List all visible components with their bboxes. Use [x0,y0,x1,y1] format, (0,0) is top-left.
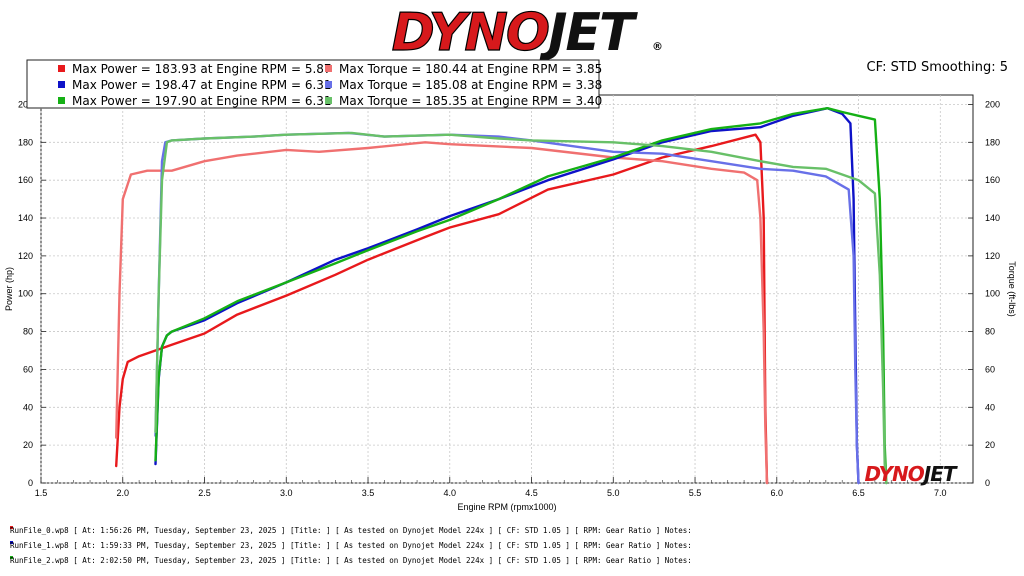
y2-tick-label: 120 [985,251,1000,261]
y2-axis-label: Torque (ft-lbs) [1007,261,1017,317]
run-file-line: RunFile_1.wp8 [ At: 1:59:33 PM, Tuesday,… [10,541,692,550]
y-tick-label: 80 [23,327,33,337]
x-tick-label: 1.5 [35,488,48,498]
watermark-logo: DYNOJET [864,462,958,486]
x-tick-label: 3.0 [280,488,293,498]
y-axis-ticks: 0 20 40 60 80 100 120 140 160 180 200 [18,99,46,488]
y-tick-label: 100 [18,289,33,299]
y2-tick-label: 200 [985,99,1000,109]
legend-torque-text: Max Torque = 185.08 at Engine RPM = 3.38 [339,78,602,92]
watermark-part1: DYNO [864,462,924,486]
run-color-marker [10,541,13,544]
series-run0-torque [114,141,769,485]
y-tick-label: 200 [18,99,33,109]
svg-text:DYNOJET: DYNOJET [392,3,638,63]
y-tick-label: 40 [23,402,33,412]
legend-power-swatch [58,65,65,72]
legend-power-text: Max Power = 183.93 at Engine RPM = 5.87 [72,62,332,76]
x-axis-ticks: 1.5 2.0 2.5 3.0 3.5 4.0 4.5 5.0 5.5 6.0 6.5 7.0 [35,477,947,498]
legend-power-text: Max Power = 198.47 at Engine RPM = 6.31 [72,78,332,92]
registered-mark: ® [652,40,663,53]
x-tick-label: 5.0 [607,488,620,498]
legend-torque-text: Max Torque = 185.35 at Engine RPM = 3.40 [339,94,602,108]
y-tick-label: 140 [18,213,33,223]
svg-text:DYNOJET: DYNOJET [864,462,957,486]
brand-logo: DYNOJET ® [391,2,663,63]
legend-torque-swatch [325,97,332,104]
y2-tick-label: 20 [985,440,995,450]
legend: Max Power = 183.93 at Engine RPM = 5.87 M… [26,59,602,109]
x-tick-label: 2.5 [198,488,211,498]
y2-tick-label: 60 [985,364,995,374]
legend-torque-swatch [325,81,332,88]
x-tick-label: 2.0 [116,488,129,498]
cf-smoothing-label: CF: STD Smoothing: 5 [867,60,1008,75]
legend-torque-swatch [325,65,332,72]
x-tick-label: 6.5 [852,488,865,498]
y2-tick-label: 40 [985,402,995,412]
y-tick-label: 120 [18,251,33,261]
y-tick-label: 0 [28,478,33,488]
y2-tick-label: 180 [985,137,1000,147]
y2-tick-label: 160 [985,175,1000,185]
run-color-marker [10,526,13,529]
gridlines [40,95,973,484]
brand-logo-part1: DYNO [392,3,549,63]
run-color-marker [10,556,13,559]
legend-power-swatch [58,81,65,88]
y2-axis-ticks: 0 20 40 60 80 100 120 140 160 180 200 [968,99,1000,488]
series-group [114,106,888,485]
run-file-info: RunFile_0.wp8 [ At: 1:56:26 PM, Tuesday,… [10,526,692,565]
series-run0-power [114,133,769,485]
series-run2-torque [154,131,888,485]
y2-tick-label: 0 [985,478,990,488]
y-tick-label: 180 [18,137,33,147]
x-tick-label: 6.0 [771,488,784,498]
y-tick-label: 60 [23,364,33,374]
y-tick-label: 20 [23,440,33,450]
y-axis-label: Power (hp) [4,267,14,311]
series-run2-power [154,106,888,485]
y-tick-label: 160 [18,175,33,185]
run-file-line: RunFile_0.wp8 [ At: 1:56:26 PM, Tuesday,… [10,526,692,535]
y2-tick-label: 100 [985,289,1000,299]
x-tick-label: 4.5 [525,488,538,498]
legend-power-swatch [58,97,65,104]
x-tick-label: 7.0 [934,488,947,498]
run-file-line: RunFile_2.wp8 [ At: 2:02:50 PM, Tuesday,… [10,556,692,565]
watermark-part2: JET [920,462,958,486]
x-tick-label: 4.0 [444,488,457,498]
legend-power-text: Max Power = 197.90 at Engine RPM = 6.31 [72,94,332,108]
y2-tick-label: 140 [985,213,1000,223]
x-axis-label: Engine RPM (rpmx1000) [457,502,556,512]
brand-logo-part2: JET [539,3,638,63]
x-tick-label: 3.5 [362,488,375,498]
plot-background [40,94,974,484]
x-tick-label: 5.5 [689,488,702,498]
y2-tick-label: 80 [985,327,995,337]
legend-torque-text: Max Torque = 180.44 at Engine RPM = 3.85 [339,62,602,76]
